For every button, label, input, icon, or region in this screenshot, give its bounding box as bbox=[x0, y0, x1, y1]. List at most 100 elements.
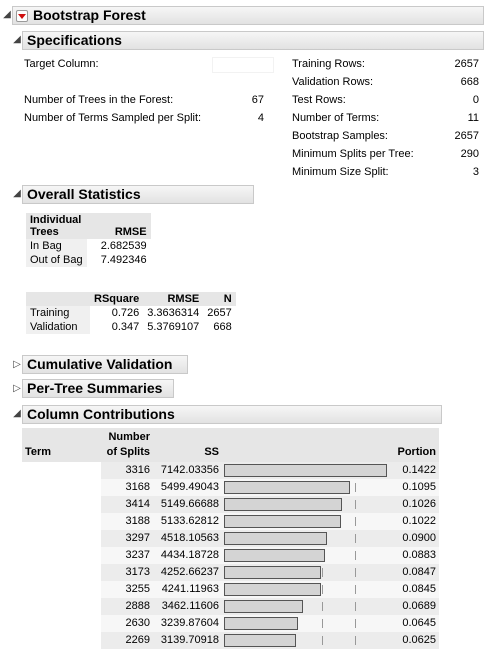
spec-test-rows-value: 0 bbox=[472, 94, 479, 106]
portion-cell: 0.0689 bbox=[402, 600, 436, 612]
spec-min-size-label: Minimum Size Split: bbox=[292, 166, 389, 178]
per-tree-summaries-header[interactable]: Per-Tree Summaries bbox=[22, 379, 174, 398]
spec-validation-rows-value: 668 bbox=[460, 76, 479, 88]
splits-cell: 3297 bbox=[125, 532, 150, 544]
collapse-report-icon[interactable]: ◢ bbox=[3, 9, 11, 20]
portion-cell: 0.0845 bbox=[402, 583, 436, 595]
rsquare-header: RSquare bbox=[90, 292, 144, 306]
fit-corner-cell bbox=[26, 292, 90, 306]
spec-bootstrap-value: 2657 bbox=[454, 130, 479, 142]
portion-header: Portion bbox=[388, 428, 439, 462]
trees-header-line1: Individual bbox=[30, 214, 82, 226]
n-header: N bbox=[203, 292, 236, 306]
ss-cell: 3239.87604 bbox=[160, 617, 219, 629]
table-row: 2630 3239.87604 0.0645 bbox=[101, 615, 439, 632]
portion-bar bbox=[224, 583, 321, 596]
expand-pertree-icon[interactable]: ▷ bbox=[13, 383, 21, 394]
table-row: 2888 3462.11606 0.0689 bbox=[101, 598, 439, 615]
spec-terms-sampled-label: Number of Terms Sampled per Split: bbox=[24, 112, 202, 124]
gridline-tick bbox=[355, 636, 356, 645]
gridline-tick bbox=[322, 619, 323, 628]
collapse-specifications-icon[interactable]: ◢ bbox=[13, 34, 21, 45]
gridline-tick bbox=[355, 551, 356, 560]
ss-cell: 7142.03356 bbox=[160, 464, 219, 476]
ss-cell: 4252.66237 bbox=[160, 566, 219, 578]
inbag-rmse: 2.682539 bbox=[100, 240, 147, 252]
ss-cell: 5149.66688 bbox=[160, 498, 219, 510]
portion-bar bbox=[224, 464, 387, 477]
table-row: Validation 0.347 5.3769107 668 bbox=[26, 320, 236, 334]
gridline-tick bbox=[355, 585, 356, 594]
table-row: 3297 4518.10563 0.0900 bbox=[101, 530, 439, 547]
training-rsquare: 0.726 bbox=[111, 307, 140, 319]
portion-bar bbox=[224, 515, 341, 528]
portion-bar bbox=[224, 481, 350, 494]
ss-header: SS bbox=[153, 428, 222, 462]
cumulative-validation-header[interactable]: Cumulative Validation bbox=[22, 355, 188, 374]
table-row: 3237 4434.18728 0.0883 bbox=[101, 547, 439, 564]
ss-cell: 5499.49043 bbox=[160, 481, 219, 493]
report-title: Bootstrap Forest bbox=[33, 7, 146, 23]
table-row: 3316 7142.03356 0.1422 bbox=[101, 462, 439, 479]
collapse-overall-stats-icon[interactable]: ◢ bbox=[13, 188, 21, 199]
ss-cell: 3462.11606 bbox=[161, 600, 219, 612]
splits-cell: 3168 bbox=[125, 481, 150, 493]
column-contributions-header: Column Contributions bbox=[22, 405, 442, 424]
term-cell bbox=[22, 598, 98, 615]
spec-test-rows-label: Test Rows: bbox=[292, 94, 346, 106]
rmse-header: RMSE bbox=[143, 292, 204, 306]
report-header: Bootstrap Forest bbox=[12, 6, 484, 25]
portion-bar bbox=[224, 600, 303, 613]
splits-cell: 2630 bbox=[125, 617, 150, 629]
gridline-tick bbox=[355, 602, 356, 611]
term-cell bbox=[22, 564, 98, 581]
term-column bbox=[22, 462, 101, 649]
portion-cell: 0.0900 bbox=[402, 532, 436, 544]
outofbag-label: Out of Bag bbox=[26, 253, 87, 267]
spec-training-rows-value: 2657 bbox=[454, 58, 479, 70]
spec-num-terms-label: Number of Terms: bbox=[292, 112, 380, 124]
inbag-label: In Bag bbox=[26, 239, 87, 253]
trees-header-line2: Trees bbox=[30, 226, 59, 238]
gridline-tick bbox=[355, 517, 356, 526]
splits-header-line2: of Splits bbox=[106, 446, 150, 458]
gridline-tick bbox=[355, 568, 356, 577]
collapse-contributions-icon[interactable]: ◢ bbox=[13, 408, 21, 419]
red-triangle-menu-icon[interactable] bbox=[16, 10, 28, 22]
outofbag-rmse: 7.492346 bbox=[100, 254, 147, 266]
splits-cell: 3237 bbox=[125, 549, 150, 561]
portion-cell: 0.0625 bbox=[402, 634, 436, 646]
expand-cumulative-icon[interactable]: ▷ bbox=[13, 359, 21, 370]
term-header: Term bbox=[22, 428, 101, 462]
portion-bar bbox=[224, 634, 296, 647]
portion-bar bbox=[224, 566, 321, 579]
portion-cell: 0.0847 bbox=[402, 566, 436, 578]
table-row: Training 0.726 3.3636314 2657 bbox=[26, 306, 236, 320]
ss-cell: 5133.62812 bbox=[160, 515, 219, 527]
gridline-tick bbox=[355, 500, 356, 509]
spec-target-value bbox=[212, 57, 274, 73]
validation-rsquare: 0.347 bbox=[111, 321, 140, 333]
spec-terms-sampled-value: 4 bbox=[257, 112, 264, 124]
gridline-tick bbox=[355, 534, 356, 543]
spec-min-splits-value: 290 bbox=[460, 148, 479, 160]
gridline-tick bbox=[322, 636, 323, 645]
overall-stats-header: Overall Statistics bbox=[22, 185, 254, 204]
spec-training-rows-label: Training Rows: bbox=[292, 58, 365, 70]
ss-cell: 4518.10563 bbox=[160, 532, 219, 544]
table-row: 3414 5149.66688 0.1026 bbox=[101, 496, 439, 513]
per-tree-summaries-title: Per-Tree Summaries bbox=[27, 380, 163, 396]
trees-rmse-header: RMSE bbox=[86, 213, 151, 239]
validation-rmse: 5.3769107 bbox=[147, 321, 200, 333]
splits-cell: 2888 bbox=[125, 600, 150, 612]
gridline-tick bbox=[322, 568, 323, 577]
splits-cell: 3173 bbox=[125, 566, 150, 578]
portion-cell: 0.0883 bbox=[402, 549, 436, 561]
splits-cell: 3316 bbox=[125, 464, 150, 476]
table-row: Out of Bag 7.492346 bbox=[26, 253, 151, 267]
portion-cell: 0.1022 bbox=[402, 515, 436, 527]
spec-min-size-value: 3 bbox=[472, 166, 479, 178]
splits-cell: 3414 bbox=[125, 498, 150, 510]
spec-min-splits-label: Minimum Splits per Tree: bbox=[292, 148, 414, 160]
